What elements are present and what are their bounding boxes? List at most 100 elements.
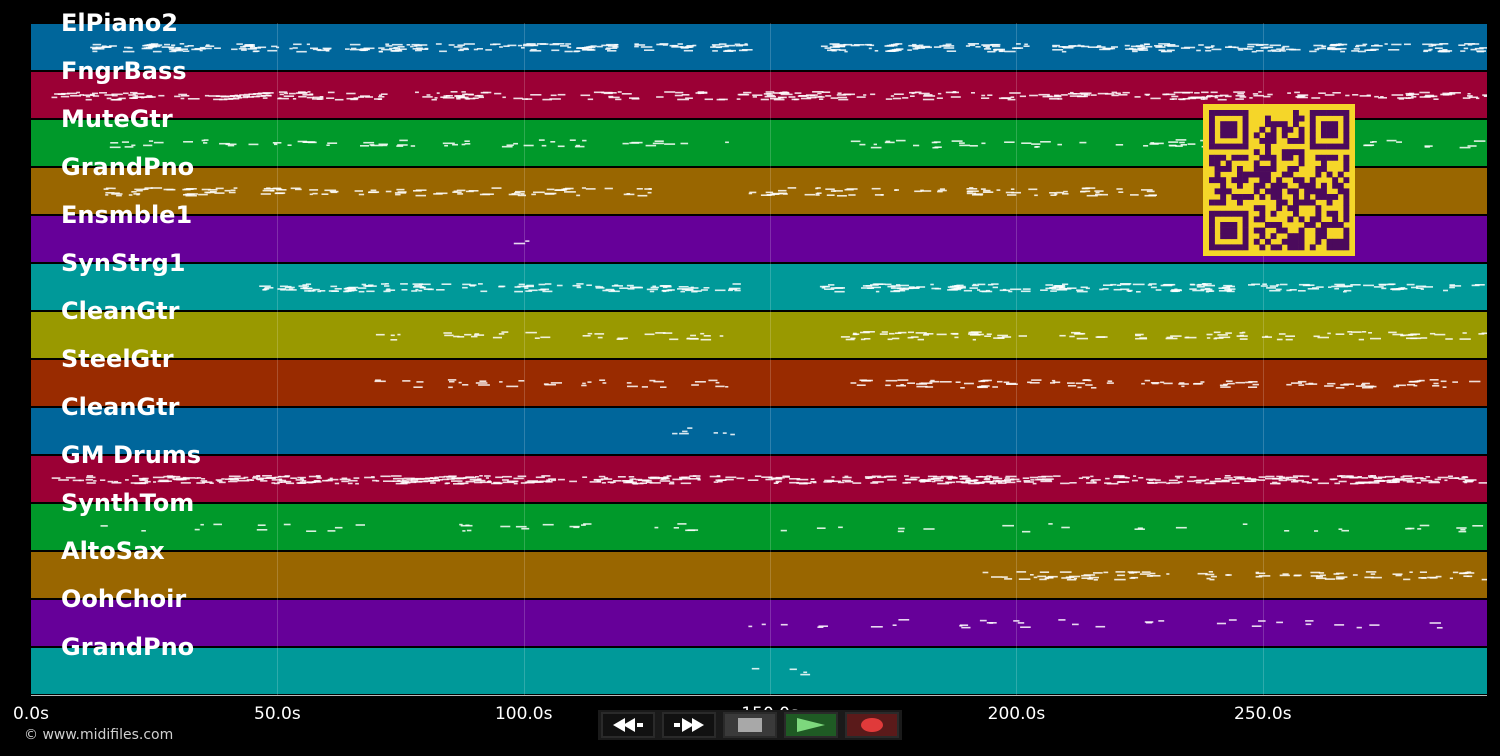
note xyxy=(565,43,572,45)
note xyxy=(662,332,673,334)
note xyxy=(168,46,175,48)
note xyxy=(981,44,993,46)
note xyxy=(890,95,895,97)
note xyxy=(918,92,930,95)
note xyxy=(219,98,228,101)
note xyxy=(1143,145,1149,147)
note xyxy=(679,477,691,480)
note xyxy=(1370,337,1381,340)
note xyxy=(1069,45,1075,48)
note xyxy=(665,285,672,288)
rewind-button[interactable] xyxy=(601,712,655,738)
note xyxy=(873,143,877,146)
note xyxy=(942,44,947,47)
note xyxy=(293,43,302,46)
play-button[interactable] xyxy=(784,712,838,738)
note xyxy=(144,44,148,47)
note xyxy=(870,146,882,149)
stop-button[interactable] xyxy=(723,712,777,738)
note xyxy=(1147,284,1152,286)
note xyxy=(109,146,121,149)
note xyxy=(51,477,61,479)
note xyxy=(1032,482,1037,485)
note xyxy=(1481,578,1487,581)
note xyxy=(848,194,856,196)
note xyxy=(576,283,584,285)
note xyxy=(1402,479,1414,482)
note xyxy=(292,98,297,100)
note xyxy=(1233,91,1246,93)
note xyxy=(1197,572,1208,575)
piano-roll[interactable] xyxy=(31,23,1487,696)
note xyxy=(892,624,897,626)
note xyxy=(1226,290,1235,293)
note xyxy=(312,192,318,195)
note xyxy=(1445,93,1453,96)
note xyxy=(1472,525,1484,527)
note xyxy=(144,480,151,483)
note xyxy=(458,381,462,384)
note xyxy=(817,626,824,628)
note xyxy=(722,432,727,434)
note xyxy=(908,44,920,47)
note xyxy=(991,43,1001,46)
note xyxy=(1091,387,1097,389)
note xyxy=(1171,95,1179,98)
note xyxy=(355,524,365,526)
note xyxy=(880,194,884,196)
note xyxy=(1434,478,1441,481)
note xyxy=(130,91,138,94)
note xyxy=(1347,331,1352,333)
note xyxy=(1285,338,1293,341)
note xyxy=(816,527,826,529)
note xyxy=(965,45,970,47)
note xyxy=(1086,477,1089,480)
note xyxy=(981,142,986,145)
note xyxy=(1289,48,1296,51)
note xyxy=(1397,97,1408,99)
note xyxy=(1049,287,1056,289)
note xyxy=(442,142,455,145)
note xyxy=(597,336,603,339)
note xyxy=(167,476,175,479)
note xyxy=(997,482,1007,484)
note xyxy=(1248,386,1258,388)
note xyxy=(644,333,655,336)
record-button[interactable] xyxy=(845,712,899,738)
note xyxy=(124,146,134,148)
note xyxy=(461,143,466,146)
note xyxy=(582,335,591,337)
note xyxy=(1313,479,1318,481)
note xyxy=(1147,482,1154,484)
fast-forward-button[interactable] xyxy=(662,712,716,738)
note xyxy=(370,189,377,192)
note xyxy=(1074,332,1086,335)
note xyxy=(1227,288,1236,290)
note xyxy=(1297,380,1307,383)
note xyxy=(1035,146,1040,148)
note xyxy=(907,336,914,339)
time-tick-label: 100.0s xyxy=(494,704,553,724)
note xyxy=(265,477,276,479)
note xyxy=(1172,290,1180,292)
note xyxy=(544,383,556,386)
note xyxy=(1392,478,1405,480)
note xyxy=(99,92,107,94)
note xyxy=(1276,48,1285,50)
note xyxy=(810,478,815,480)
note xyxy=(525,331,537,334)
note xyxy=(937,189,947,192)
note xyxy=(279,285,288,288)
note xyxy=(1163,44,1171,47)
note xyxy=(525,481,535,484)
note xyxy=(1425,94,1435,97)
note xyxy=(1357,50,1366,53)
note xyxy=(1458,478,1466,480)
note xyxy=(1384,43,1388,45)
note xyxy=(518,380,525,382)
note xyxy=(856,96,866,98)
qr-code[interactable] xyxy=(1203,104,1355,256)
note xyxy=(583,523,592,525)
note xyxy=(403,480,410,483)
note xyxy=(474,481,483,484)
